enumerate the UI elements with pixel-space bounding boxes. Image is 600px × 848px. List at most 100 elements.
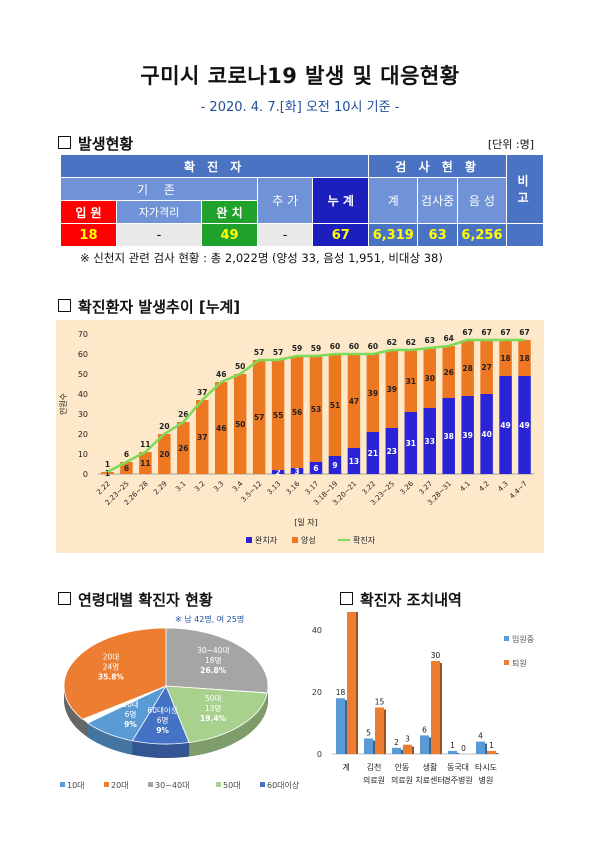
header-total: 누 계 bbox=[312, 177, 370, 224]
positive-bar bbox=[271, 360, 285, 470]
bar-shadow bbox=[373, 740, 375, 754]
recovered-bar bbox=[347, 448, 361, 474]
bar-inpatient bbox=[392, 747, 401, 754]
header-hospitalized: 입 원 bbox=[60, 200, 117, 224]
checkbox-icon bbox=[58, 136, 71, 149]
recovered-bar bbox=[366, 432, 380, 474]
x-tick-label: 병원 bbox=[479, 776, 494, 785]
value-negative: 6,256 bbox=[456, 223, 508, 247]
bar-shadow bbox=[384, 709, 386, 754]
header-in-testing: 검사중 bbox=[417, 177, 458, 224]
pie-slice-name: 20대 bbox=[103, 652, 120, 661]
value-added: - bbox=[257, 223, 314, 247]
legend-label: 60대이상 bbox=[267, 780, 300, 790]
pie-slice bbox=[165, 685, 268, 743]
x-tick-label: 의료원 bbox=[363, 775, 385, 785]
positive-bar-label: 50 bbox=[235, 420, 245, 429]
section-heading-text: 확진자 조치내역 bbox=[360, 591, 462, 609]
x-tick-label: 동국대 bbox=[447, 763, 469, 772]
pie-slice-side bbox=[132, 740, 189, 758]
recovered-bar-label: 49 bbox=[500, 421, 510, 430]
positive-bar bbox=[158, 434, 171, 474]
positive-bar bbox=[347, 354, 361, 448]
total-line-label: 37 bbox=[197, 388, 207, 397]
bar-discharged bbox=[431, 661, 440, 754]
bar-inpatient bbox=[336, 698, 345, 754]
x-tick-label: 4.1 bbox=[459, 480, 473, 494]
pie-slice-side bbox=[189, 693, 268, 757]
x-tick-label: 3.22 bbox=[361, 480, 378, 497]
x-axis-label: [일 자] bbox=[294, 518, 318, 527]
positive-bar-label: 56 bbox=[292, 408, 302, 417]
positive-bar bbox=[177, 422, 190, 474]
bar-value-label: 18 bbox=[336, 688, 346, 697]
x-tick-label: 경주병원 bbox=[443, 775, 472, 785]
positive-bar-label: 30 bbox=[425, 374, 435, 383]
total-line-label: 46 bbox=[216, 370, 226, 379]
y-tick-label: 0 bbox=[317, 750, 322, 759]
total-line-label: 59 bbox=[292, 344, 302, 353]
total-line-label: 62 bbox=[406, 338, 416, 347]
bar-inpatient bbox=[476, 741, 485, 754]
positive-bar bbox=[252, 360, 266, 474]
pie-slice-name: 30~40대 bbox=[197, 646, 229, 655]
positive-bar-label: 31 bbox=[406, 377, 416, 386]
x-tick-label: 3.3 bbox=[212, 480, 226, 494]
bar-shadow bbox=[429, 737, 431, 754]
bar-value-label: 15 bbox=[375, 698, 385, 707]
value-in-testing: 63 bbox=[417, 223, 458, 247]
section-heading-trend: 확진환자 발생추이 [누계] bbox=[58, 296, 240, 317]
y-tick-label: 60 bbox=[78, 350, 88, 359]
pie-slice-count: 24명 bbox=[103, 661, 119, 671]
bar-inpatient bbox=[420, 735, 429, 754]
total-line bbox=[106, 338, 525, 474]
total-line-label: 1 bbox=[105, 460, 110, 469]
measures-chart-panel: 020401849계515김천의료원23안동의료원630생활치료센터10동국대경… bbox=[310, 592, 546, 798]
pie-slice-name: 60대이상 bbox=[147, 705, 177, 715]
recovered-bar-label: 40 bbox=[481, 430, 491, 439]
recovered-bar-label: 9 bbox=[332, 461, 337, 470]
positive-bar bbox=[480, 340, 493, 394]
recovered-bar bbox=[480, 394, 493, 474]
value-remarks bbox=[506, 223, 544, 247]
x-tick-label: 2.22 bbox=[95, 480, 112, 497]
unit-label: [단위 :명] bbox=[487, 138, 534, 151]
recovered-bar bbox=[423, 408, 436, 474]
header-self-isolation: 자가격리 bbox=[115, 200, 203, 224]
bar-discharged bbox=[487, 750, 496, 754]
value-hospitalized: 18 bbox=[60, 223, 117, 247]
gender-note: ※ 남 42명, 여 25명 bbox=[175, 615, 245, 624]
legend-label: 입원중 bbox=[512, 635, 534, 644]
positive-bar bbox=[233, 374, 247, 474]
positive-bar bbox=[196, 400, 209, 474]
legend-label: 양성 bbox=[301, 536, 316, 545]
total-line-label: 62 bbox=[387, 338, 397, 347]
x-tick-label: 3.5~12 bbox=[240, 480, 264, 504]
x-tick-label: 김천 bbox=[367, 762, 382, 772]
bar-value-label: 3 bbox=[405, 735, 410, 744]
total-line-label: 60 bbox=[368, 342, 378, 351]
total-line-label: 60 bbox=[349, 342, 359, 351]
bar-inpatient bbox=[364, 738, 373, 754]
legend-label: 50대 bbox=[223, 781, 241, 790]
x-tick-label: 생활 bbox=[423, 762, 438, 772]
positive-bar bbox=[442, 346, 455, 398]
total-line-label: 67 bbox=[481, 328, 491, 337]
positive-bar-label: 39 bbox=[387, 385, 397, 394]
legend-label: 10대 bbox=[67, 781, 85, 790]
bar-value-label: 0 bbox=[461, 744, 466, 753]
header-tested: 계 bbox=[368, 177, 419, 224]
positive-bar bbox=[366, 354, 380, 432]
bar-shadow bbox=[345, 700, 347, 754]
positive-bar-label: 11 bbox=[140, 459, 150, 468]
total-line-label: 67 bbox=[462, 328, 472, 337]
bar-inpatient bbox=[448, 750, 457, 754]
positive-bar-label: 26 bbox=[443, 368, 453, 377]
x-tick-label: 3.16 bbox=[285, 479, 302, 496]
y-tick-label: 20 bbox=[312, 688, 322, 697]
positive-bar bbox=[423, 348, 436, 408]
bar-value-label: 1 bbox=[450, 741, 455, 750]
positive-bar-label: 47 bbox=[349, 397, 359, 406]
recovered-bar-label: 49 bbox=[519, 421, 529, 430]
recovered-bar-label: 3 bbox=[294, 467, 299, 476]
